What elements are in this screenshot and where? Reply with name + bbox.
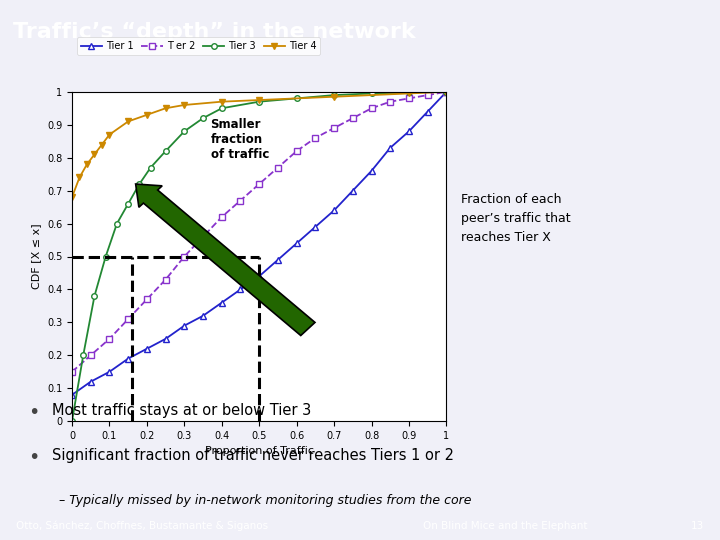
Text: •: • — [28, 448, 40, 467]
Text: Most traffic stays at or below Tier 3: Most traffic stays at or below Tier 3 — [52, 403, 311, 418]
Text: Significant fraction of traffic never reaches Tiers 1 or 2: Significant fraction of traffic never re… — [52, 448, 454, 463]
Text: 13: 13 — [691, 521, 704, 531]
Text: •: • — [28, 403, 40, 422]
Text: Traffic’s “depth” in the network: Traffic’s “depth” in the network — [13, 22, 415, 42]
Text: On Blind Mice and the Elephant: On Blind Mice and the Elephant — [423, 521, 588, 531]
Text: Otto, Sánchez, Choffnes, Bustamante & Siganos: Otto, Sánchez, Choffnes, Bustamante & Si… — [16, 521, 269, 531]
Text: Fraction of each
peer’s traffic that
reaches Tier X: Fraction of each peer’s traffic that rea… — [461, 193, 570, 244]
Y-axis label: CDF [X ≤ x]: CDF [X ≤ x] — [32, 224, 41, 289]
X-axis label: Proportion of Traffic: Proportion of Traffic — [204, 447, 314, 456]
Text: Smaller
fraction
of traffic: Smaller fraction of traffic — [210, 118, 269, 161]
Text: – Typically missed by in-network monitoring studies from the core: – Typically missed by in-network monitor… — [59, 494, 472, 507]
Legend: Tier 1, T er 2, Tier 3, Tier 4: Tier 1, T er 2, Tier 3, Tier 4 — [77, 37, 320, 55]
FancyArrow shape — [135, 184, 315, 335]
